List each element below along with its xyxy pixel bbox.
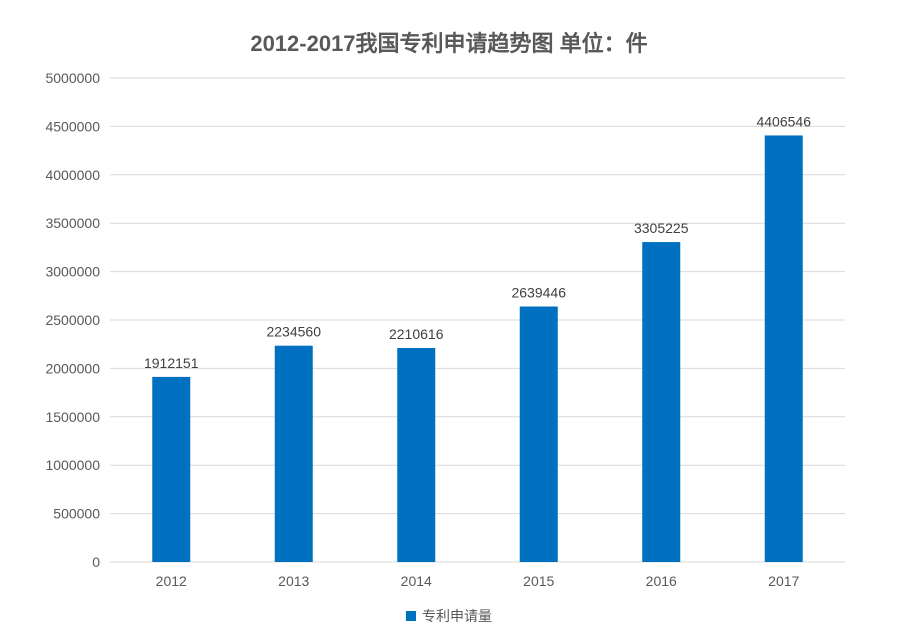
y-tick-label: 3000000 [45,264,100,280]
y-tick-label: 1000000 [45,457,100,473]
bar [519,306,558,562]
y-tick-label: 4000000 [45,167,100,183]
data-label: 2639446 [511,285,566,301]
data-label: 4406546 [756,113,811,129]
y-tick-label: 2000000 [45,360,100,376]
bar [764,135,803,562]
x-tick-label: 2013 [278,573,309,589]
y-tick-label: 1500000 [45,409,100,425]
y-tick-label: 4500000 [45,118,100,134]
y-tick-label: 5000000 [45,70,100,86]
legend-label: 专利申请量 [422,608,492,624]
y-tick-label: 3500000 [45,215,100,231]
x-tick-label: 2012 [156,573,187,589]
x-tick-label: 2014 [401,573,432,589]
x-tick-label: 2016 [646,573,677,589]
chart-title: 2012-2017我国专利申请趋势图 单位：件 [250,31,648,56]
data-label: 2234560 [266,324,321,340]
bar [397,348,436,562]
bar [274,345,313,562]
bar [642,242,681,563]
data-label: 2210616 [389,326,444,342]
y-tick-label: 500000 [53,506,100,522]
data-label: 3305225 [634,220,689,236]
bar [152,376,191,562]
y-tick-label: 0 [92,554,100,570]
x-tick-label: 2017 [768,573,799,589]
x-tick-label: 2015 [523,573,554,589]
legend-swatch [406,611,416,621]
data-label: 1912151 [144,355,199,371]
legend: 专利申请量 [0,606,898,626]
y-tick-label: 2500000 [45,312,100,328]
